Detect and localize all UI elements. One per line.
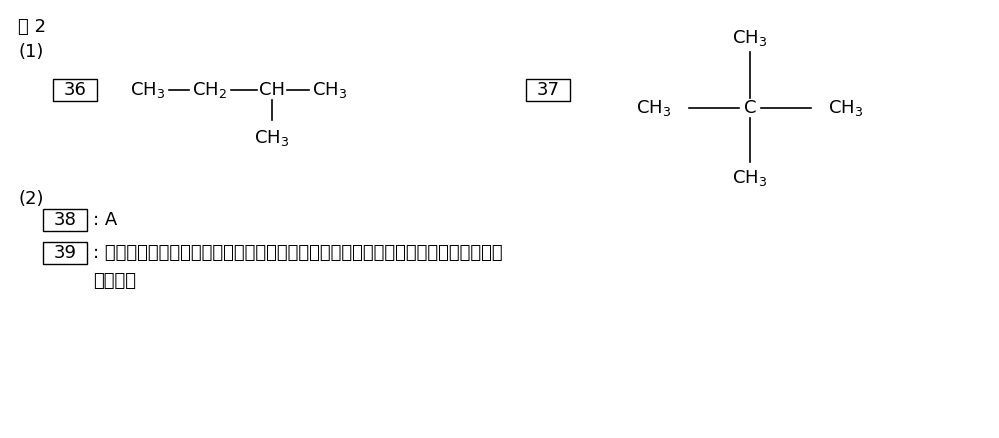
FancyBboxPatch shape — [53, 79, 97, 101]
Text: (2): (2) — [18, 190, 44, 208]
FancyBboxPatch shape — [43, 209, 87, 231]
Text: CH$_3$: CH$_3$ — [636, 98, 671, 118]
Text: CH$_3$: CH$_3$ — [828, 98, 863, 118]
Text: : 同じ分子式の炭化水素では，分岐が多い方が分子間力が小さくなり，永点が低くな: : 同じ分子式の炭化水素では，分岐が多い方が分子間力が小さくなり，永点が低くな — [93, 244, 502, 262]
FancyBboxPatch shape — [526, 79, 570, 101]
Text: 37: 37 — [536, 81, 559, 99]
Text: (1): (1) — [18, 43, 43, 61]
Text: 36: 36 — [64, 81, 87, 99]
Text: CH$_3$: CH$_3$ — [732, 28, 767, 48]
Text: CH: CH — [259, 81, 285, 99]
Text: るため。: るため。 — [93, 272, 136, 290]
Text: 問 2: 問 2 — [18, 18, 46, 36]
Text: : A: : A — [93, 211, 117, 229]
Text: C: C — [743, 99, 756, 117]
Text: CH$_3$: CH$_3$ — [313, 80, 348, 100]
Text: CH$_3$: CH$_3$ — [732, 168, 767, 188]
Text: 38: 38 — [54, 211, 77, 229]
Text: 39: 39 — [54, 244, 77, 262]
Text: CH$_2$: CH$_2$ — [193, 80, 228, 100]
Text: CH$_3$: CH$_3$ — [131, 80, 166, 100]
Text: CH$_3$: CH$_3$ — [255, 128, 290, 148]
FancyBboxPatch shape — [43, 242, 87, 264]
